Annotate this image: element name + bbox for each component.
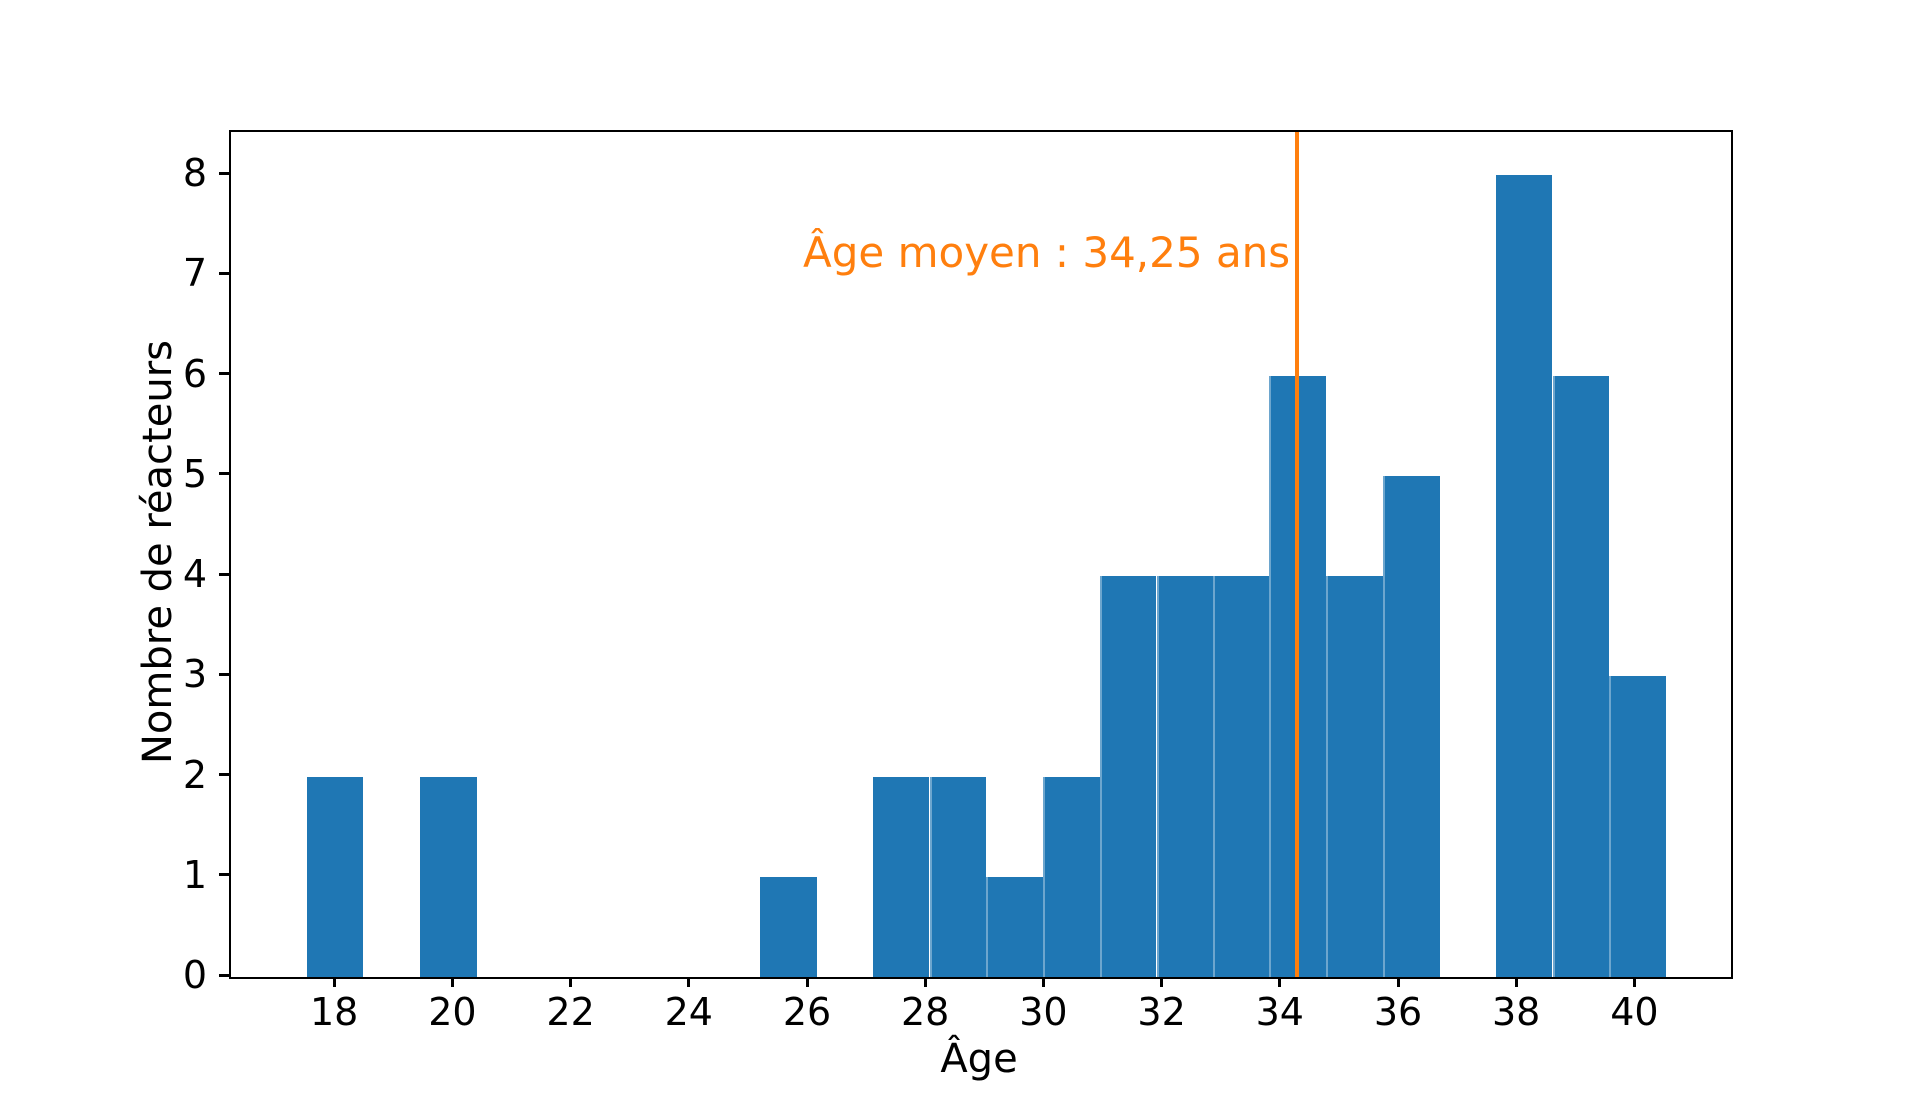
y-tick-label: 8 [182, 151, 207, 196]
x-tick-label: 28 [901, 990, 950, 1034]
y-tick-label: 1 [182, 852, 207, 897]
x-tick-mark [805, 977, 809, 987]
x-tick-label: 40 [1610, 990, 1659, 1034]
y-tick-mark [219, 773, 229, 776]
histogram-bar [1156, 576, 1213, 977]
x-tick-mark [450, 977, 454, 987]
y-tick-label: 4 [182, 552, 207, 597]
y-tick-label: 0 [182, 953, 207, 997]
x-tick-mark [332, 977, 336, 987]
plot-area: Âge moyen : 34,25 ans [229, 130, 1733, 979]
histogram-bar [929, 776, 987, 977]
x-tick-mark [1514, 977, 1518, 987]
histogram-bar [1326, 576, 1383, 977]
x-tick-label: 20 [428, 990, 477, 1034]
x-tick-label: 34 [1255, 990, 1304, 1034]
x-tick-mark [1632, 977, 1636, 987]
y-tick-label: 3 [182, 652, 207, 697]
y-tick-mark [219, 372, 229, 376]
y-tick-label: 7 [182, 251, 207, 296]
x-tick-mark [923, 977, 927, 987]
histogram-bar [1212, 576, 1270, 977]
x-tick-label: 32 [1137, 990, 1186, 1034]
y-tick-label: 2 [182, 752, 207, 797]
y-tick-mark [219, 271, 229, 275]
histogram-bar [306, 776, 364, 977]
y-axis-label: Nombre de réacteurs [135, 340, 181, 764]
x-tick-label: 24 [664, 990, 713, 1034]
y-tick-mark [219, 572, 229, 576]
x-tick-label: 26 [782, 990, 832, 1034]
x-tick-mark [1278, 977, 1282, 987]
x-tick-label: 36 [1373, 990, 1423, 1034]
y-tick-mark [219, 973, 229, 977]
x-axis-label: Âge [940, 1036, 1018, 1082]
x-tick-mark [687, 977, 691, 987]
histogram-bar [1099, 576, 1157, 977]
histogram-bar [760, 876, 817, 977]
x-tick-mark [1160, 977, 1164, 987]
histogram-bar [1609, 676, 1666, 977]
y-tick-label: 6 [182, 351, 207, 396]
histogram-bar [420, 776, 477, 977]
x-tick-label: 30 [1019, 990, 1068, 1034]
y-tick-mark [219, 171, 229, 175]
histogram-bar [872, 776, 930, 977]
histogram-bar [1552, 375, 1610, 977]
y-tick-label: 5 [182, 451, 207, 496]
y-tick-mark [219, 472, 229, 476]
histogram-bar [1043, 776, 1100, 977]
x-tick-label: 18 [310, 990, 359, 1034]
x-tick-mark [1396, 977, 1400, 987]
x-tick-mark [569, 977, 573, 987]
x-tick-mark [1041, 977, 1045, 987]
y-tick-mark [219, 672, 229, 676]
mean-vertical-line [1294, 132, 1299, 977]
histogram-bar [986, 876, 1043, 977]
x-tick-label: 38 [1492, 990, 1541, 1034]
mean-annotation: Âge moyen : 34,25 ans [803, 228, 1291, 277]
x-tick-label: 22 [546, 990, 595, 1034]
histogram-bar [1496, 175, 1553, 977]
histogram-bar [1382, 475, 1440, 977]
y-tick-mark [219, 873, 229, 877]
